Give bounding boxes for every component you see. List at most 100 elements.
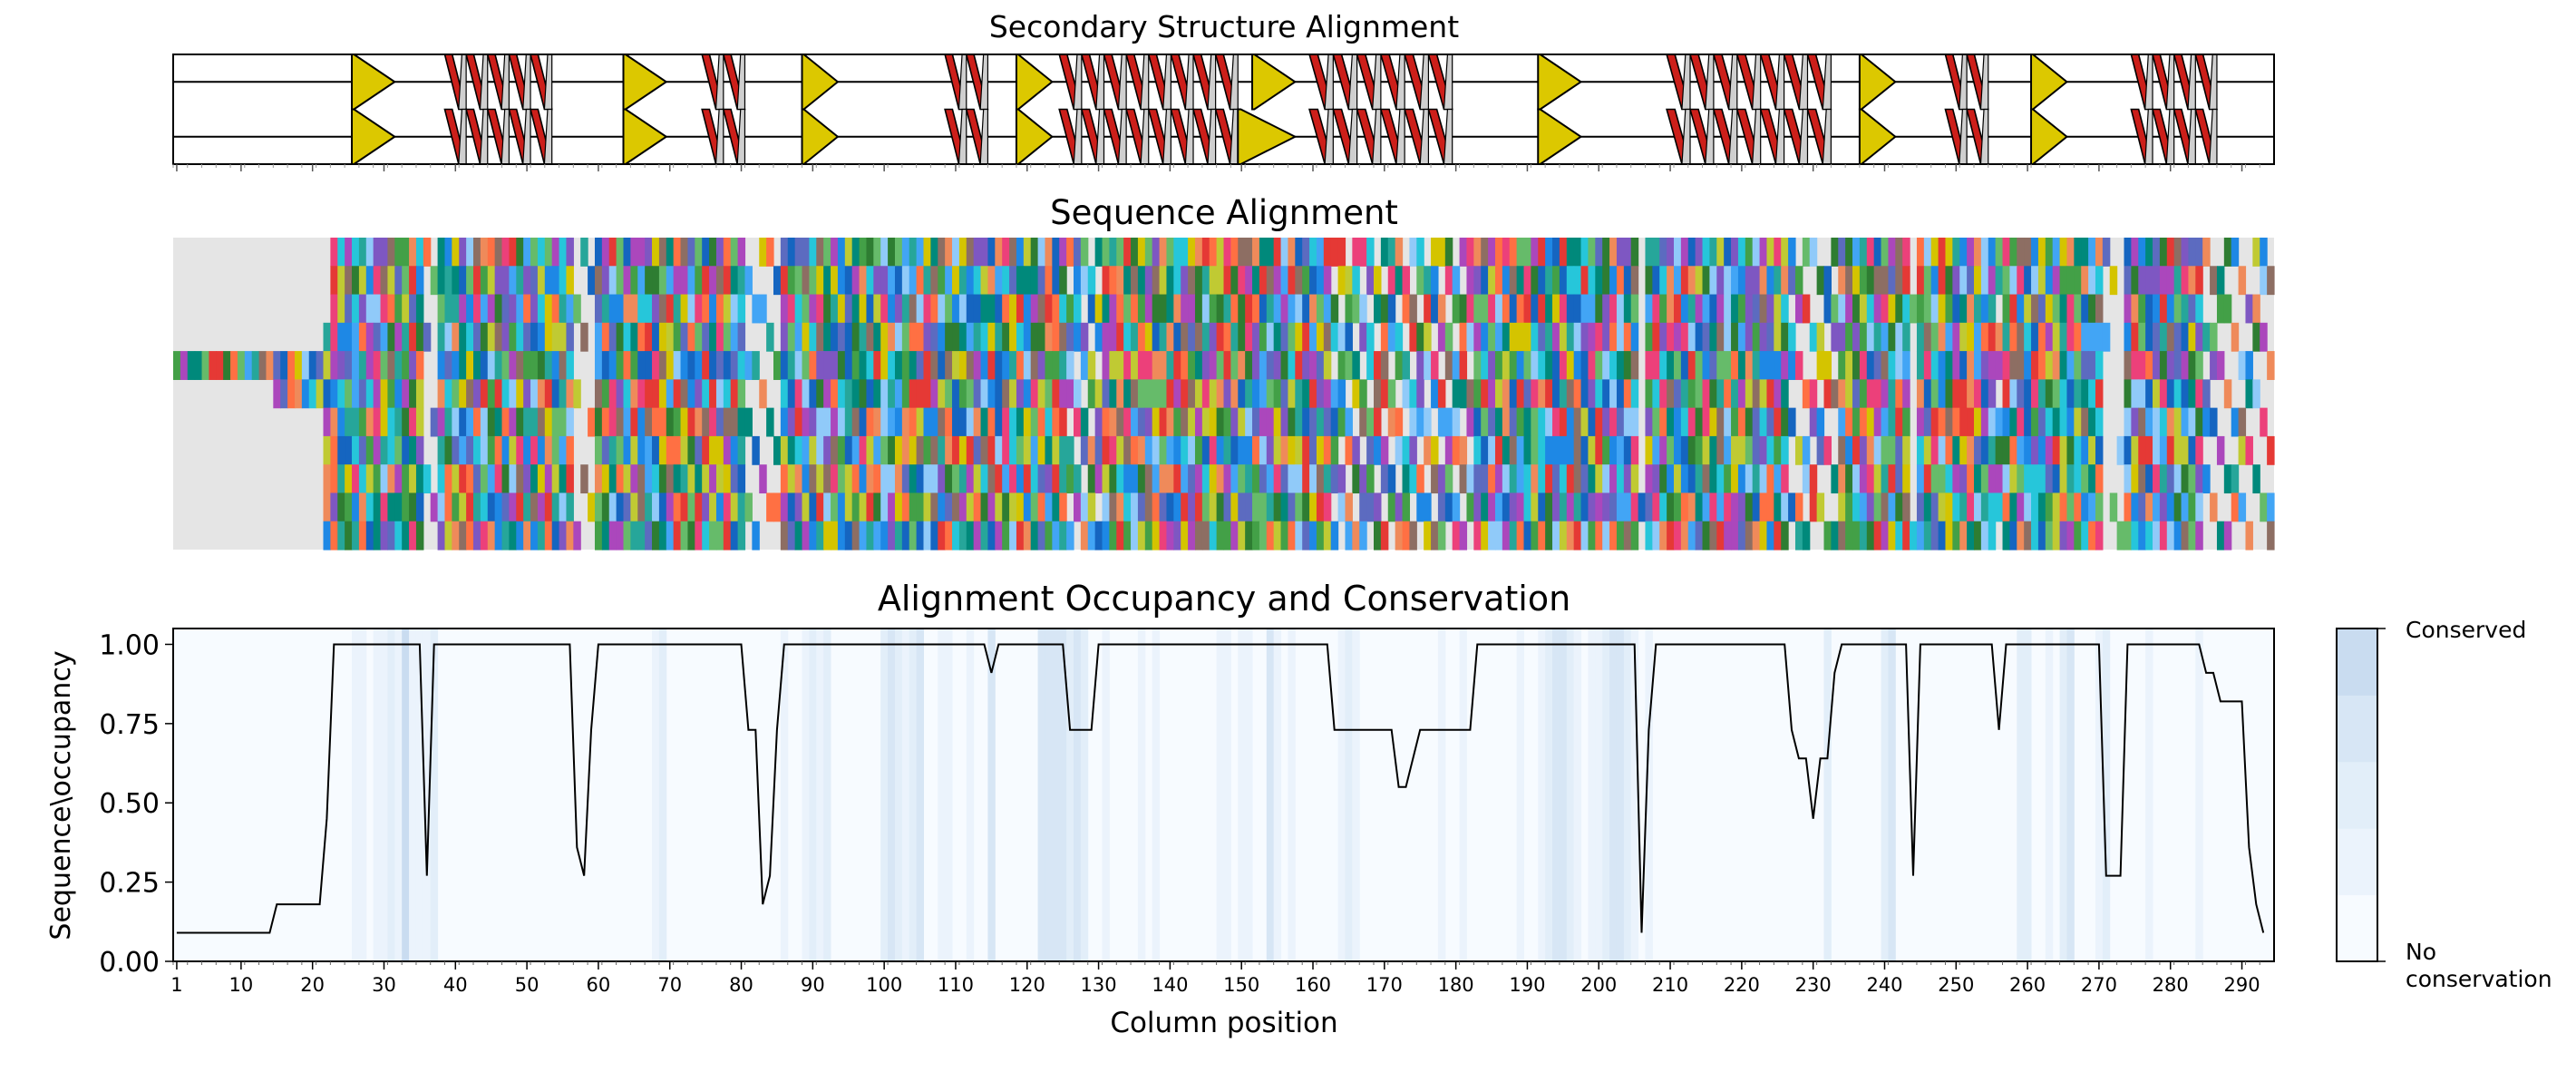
seq-residue xyxy=(1209,407,1218,437)
seq-residue xyxy=(637,521,646,551)
seq-residue xyxy=(1916,351,1925,380)
seq-residue xyxy=(1995,407,2004,437)
seq-residue xyxy=(509,435,517,465)
seq-residue xyxy=(916,322,925,352)
seq-residue xyxy=(866,379,874,409)
seq-residue xyxy=(1459,294,1468,324)
seq-residue xyxy=(1502,351,1511,380)
seq-residue xyxy=(494,266,503,296)
seq-residue xyxy=(2210,407,2218,437)
seq-residue xyxy=(2066,492,2075,522)
seq-residue xyxy=(987,294,996,324)
seq-residue xyxy=(1188,294,1196,324)
seq-residue xyxy=(1416,266,1424,296)
seq-residue xyxy=(859,322,868,352)
seq-residue xyxy=(980,294,989,324)
seq-residue xyxy=(1052,435,1060,465)
seq-residue xyxy=(1995,266,2004,296)
seq-residue xyxy=(1194,266,1203,296)
seq-residue xyxy=(1859,464,1868,494)
seq-residue xyxy=(365,521,374,551)
ss-strand xyxy=(1537,108,1583,165)
seq-residue xyxy=(851,464,860,494)
seq-residue xyxy=(608,351,617,380)
seq-residue xyxy=(1695,492,1704,522)
seq-residue xyxy=(1481,238,1489,267)
seq-residue xyxy=(2024,407,2032,437)
seq-residue xyxy=(1680,435,1689,465)
seq-residue xyxy=(866,407,874,437)
seq-residue xyxy=(373,435,382,465)
seq-residue xyxy=(494,492,503,522)
seq-residue xyxy=(1902,464,1910,494)
seq-residue xyxy=(866,521,874,551)
seq-residue xyxy=(459,351,467,380)
seq-residue xyxy=(823,322,831,352)
seq-residue xyxy=(1131,521,1139,551)
conservation-band xyxy=(1595,629,1603,961)
seq-residue xyxy=(337,351,345,380)
seq-residue xyxy=(487,407,496,437)
seq-residue xyxy=(952,238,960,267)
seq-residue xyxy=(1545,464,1553,494)
seq-residue xyxy=(1245,379,1253,409)
seq-residue xyxy=(1781,464,1789,494)
seq-residue xyxy=(415,351,424,380)
seq-residue xyxy=(1473,521,1482,551)
seq-residue xyxy=(923,435,931,465)
seq-residue xyxy=(1094,294,1103,324)
seq-residue xyxy=(2074,238,2082,267)
seq-residue xyxy=(1959,492,1968,522)
seq-residue xyxy=(2031,266,2039,296)
seq-residue xyxy=(673,521,682,551)
seq-residue xyxy=(658,351,667,380)
seq-residue xyxy=(1781,492,1789,522)
seq-residue xyxy=(509,294,517,324)
seq-residue xyxy=(437,464,446,494)
seq-residue xyxy=(1709,266,1717,296)
seq-residue xyxy=(1667,238,1675,267)
x-tick-label: 10 xyxy=(229,974,254,996)
seq-residue xyxy=(1974,351,1982,380)
seq-residue xyxy=(645,464,653,494)
seq-residue xyxy=(365,464,374,494)
seq-residue xyxy=(1359,379,1367,409)
seq-residue xyxy=(330,294,338,324)
seq-residue xyxy=(1895,322,1903,352)
seq-residue xyxy=(1409,521,1417,551)
seq-residue xyxy=(537,521,546,551)
seq-residue xyxy=(1424,407,1432,437)
seq-residue xyxy=(816,407,824,437)
seq-residue xyxy=(1823,379,1832,409)
seq-residue xyxy=(1037,521,1046,551)
seq-residue xyxy=(358,492,367,522)
seq-residue xyxy=(2009,435,2017,465)
seq-residue xyxy=(1702,435,1711,465)
seq-residue xyxy=(1623,435,1632,465)
seq-residue xyxy=(1866,294,1875,324)
seq-residue xyxy=(1788,238,1796,267)
seq-residue xyxy=(544,379,553,409)
seq-residue xyxy=(1230,351,1239,380)
seq-residue xyxy=(1781,294,1789,324)
seq-residue xyxy=(459,407,467,437)
seq-residue xyxy=(752,435,760,465)
seq-residue xyxy=(780,351,789,380)
seq-residue xyxy=(2153,322,2161,352)
seq-residue xyxy=(923,294,931,324)
seq-residue xyxy=(423,464,432,494)
seq-residue xyxy=(1452,435,1461,465)
seq-residue xyxy=(2181,322,2190,352)
colorbar-segment xyxy=(2337,761,2377,829)
seq-residue xyxy=(1652,238,1660,267)
seq-residue xyxy=(1481,266,1489,296)
seq-residue xyxy=(2066,464,2075,494)
seq-residue xyxy=(487,351,496,380)
seq-residue xyxy=(345,351,353,380)
seq-residue xyxy=(2166,351,2175,380)
seq-residue xyxy=(1852,266,1861,296)
seq-residue xyxy=(444,379,452,409)
seq-residue xyxy=(1794,521,1803,551)
seq-residue xyxy=(415,464,424,494)
conservation-band xyxy=(352,629,360,961)
